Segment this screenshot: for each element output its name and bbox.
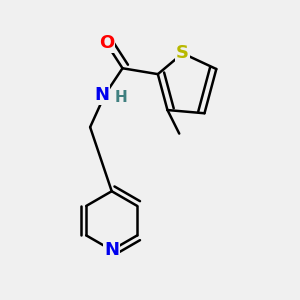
Text: O: O: [99, 34, 114, 52]
Text: S: S: [176, 44, 189, 62]
Text: N: N: [104, 241, 119, 259]
Text: H: H: [115, 90, 128, 105]
Text: N: N: [94, 86, 110, 104]
